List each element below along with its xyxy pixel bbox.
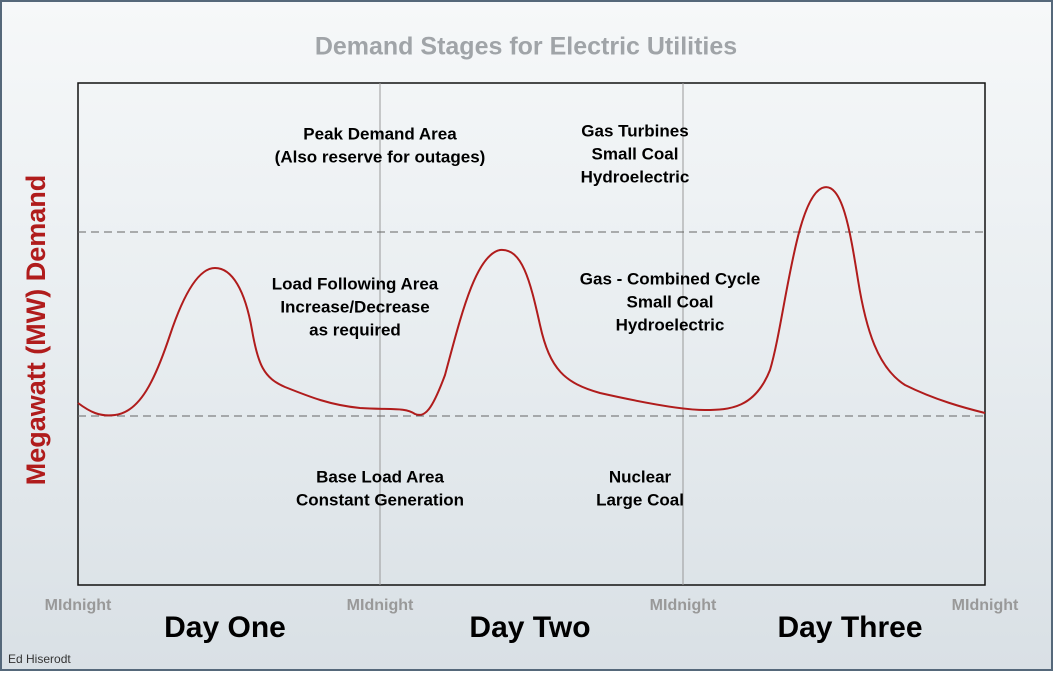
region-text: Constant Generation xyxy=(296,490,464,509)
region-text: Hydroelectric xyxy=(616,315,725,334)
day-label: Day Two xyxy=(469,611,590,644)
day-label: Day Three xyxy=(777,611,922,644)
region-text: Base Load Area xyxy=(316,467,444,486)
region-text: Large Coal xyxy=(596,490,684,509)
y-axis-label: Megawatt (MW) Demand xyxy=(21,175,51,486)
region-text: Gas Turbines xyxy=(581,121,688,140)
time-label: MIdnight xyxy=(650,597,717,614)
region-text: Increase/Decrease xyxy=(280,297,429,316)
region-text: Small Coal xyxy=(627,292,714,311)
region-text: (Also reserve for outages) xyxy=(275,147,486,166)
region-text: Small Coal xyxy=(592,144,679,163)
region-text: Hydroelectric xyxy=(581,167,690,186)
plot-frame xyxy=(77,82,986,586)
time-label: MIdnight xyxy=(45,597,112,614)
demand-curve xyxy=(77,186,986,417)
credit: Ed Hiserodt xyxy=(8,652,71,666)
region-text: Load Following Area xyxy=(272,274,439,293)
region-text: Gas - Combined Cycle xyxy=(580,269,760,288)
region-text: Peak Demand Area xyxy=(303,124,457,143)
time-label: MIdnight xyxy=(952,597,1019,614)
day-label: Day One xyxy=(164,611,286,644)
title: Demand Stages for Electric Utilities xyxy=(315,33,737,61)
region-text: Nuclear xyxy=(609,467,672,486)
time-label: MIdnight xyxy=(347,597,414,614)
region-text: as required xyxy=(309,320,401,339)
